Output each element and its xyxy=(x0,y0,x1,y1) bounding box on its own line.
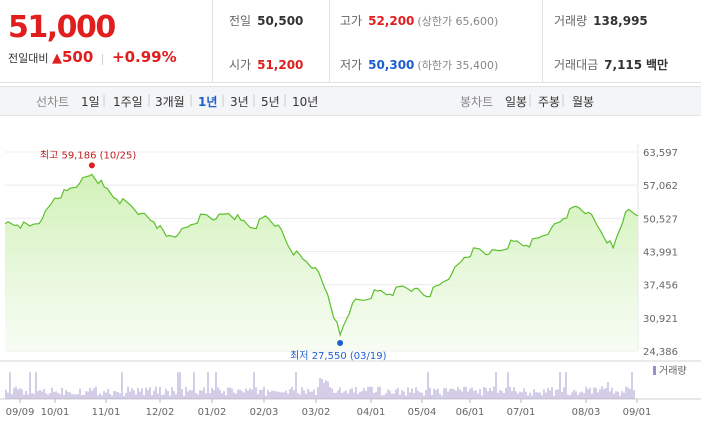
volume-legend: 거래량 xyxy=(659,365,687,377)
tab-divider: | xyxy=(102,93,107,107)
tab-1d[interactable]: 1일 xyxy=(81,95,100,109)
trade-amount-label: 거래대금 xyxy=(554,58,599,72)
prev-close: 전일 50,500 xyxy=(229,12,303,29)
tab-monthly-candle[interactable]: 월봉 xyxy=(572,95,595,109)
x-tick-label: 11/01 xyxy=(92,407,121,418)
open-value: 51,200 xyxy=(257,58,304,72)
low-annotation: 최저 27,550 (03/19) xyxy=(290,350,386,362)
tab-divider: | xyxy=(189,93,194,107)
tab-divider: | xyxy=(528,93,533,107)
open-label: 시가 xyxy=(229,58,252,72)
up-arrow-icon: ▲ xyxy=(51,51,62,66)
high-price: 고가 52,200 (상한가 65,600) xyxy=(340,12,498,29)
low-value: 50,300 xyxy=(368,58,415,72)
price-change: 전일대비 ▲500 | +0.99% xyxy=(8,48,177,66)
low-label: 저가 xyxy=(340,58,363,72)
lower-limit: (하한가 35,400) xyxy=(417,59,499,72)
low-price: 저가 50,300 (하한가 35,400) xyxy=(340,56,498,73)
high-annotation: 최고 59,186 (10/25) xyxy=(40,149,136,161)
stat-divider xyxy=(542,0,543,82)
x-tick-label: 04/01 xyxy=(357,407,386,418)
open-price: 시가 51,200 xyxy=(229,56,303,73)
price-line xyxy=(4,173,639,337)
candle-chart-label: 봉차트 xyxy=(460,95,494,109)
x-axis: 09/09 10/01 11/01 12/02 01/02 02/03 03/02 04/01… xyxy=(6,399,652,418)
y-tick-label: 37,456 xyxy=(643,281,678,292)
quote-header: 51,000 전일대비 ▲500 | +0.99% 전일 50,500 시가 51,… xyxy=(0,0,701,83)
change-percent: +0.99% xyxy=(112,48,177,66)
tab-divider: | xyxy=(147,93,152,107)
tab-divider: | xyxy=(283,93,288,107)
y-tick-label: 43,991 xyxy=(643,248,678,259)
low-marker-dot xyxy=(337,339,344,346)
tab-divider: | xyxy=(221,93,226,107)
x-tick-label: 01/02 xyxy=(198,407,227,418)
tab-divider: | xyxy=(252,93,257,107)
trade-amount-unit: 백만 xyxy=(645,58,669,72)
tab-1w[interactable]: 1주일 xyxy=(113,95,143,109)
x-tick-label: 03/02 xyxy=(302,407,331,418)
volume-value: 138,995 xyxy=(593,14,648,28)
x-tick-label: 07/01 xyxy=(507,407,536,418)
x-tick-label: 09/09 xyxy=(6,407,35,418)
y-tick-label: 63,597 xyxy=(643,148,678,159)
x-tick-label: 02/03 xyxy=(250,407,279,418)
volume: 거래량 138,995 xyxy=(554,12,648,29)
change-divider: | xyxy=(100,52,105,65)
tab-10y[interactable]: 10년 xyxy=(292,95,319,109)
x-tick-label: 06/01 xyxy=(456,407,485,418)
extreme-marks: 최고 59,186 (10/25) 최저 27,550 (03/19) xyxy=(40,149,387,362)
tab-3m[interactable]: 3개월 xyxy=(155,95,185,109)
y-tick-label: 30,921 xyxy=(643,314,678,325)
price-area-fill xyxy=(5,174,638,351)
tab-daily-candle[interactable]: 일봉 xyxy=(505,95,528,109)
prev-close-value: 50,500 xyxy=(257,14,304,28)
x-tick-label: 12/02 xyxy=(146,407,175,418)
y-tick-label: 57,062 xyxy=(643,181,678,192)
trade-amount-value: 7,115 xyxy=(604,58,643,72)
x-tick-label: 09/01 xyxy=(623,407,652,418)
y-tick-label: 50,527 xyxy=(643,214,678,225)
high-marker-dot xyxy=(88,162,95,169)
y-axis: 63,597 57,062 50,527 43,991 37,456 30,921 24,3… xyxy=(643,148,678,358)
y-tick-label: 24,386 xyxy=(643,347,678,358)
volume-chart: 거래량 xyxy=(0,360,701,400)
high-value: 52,200 xyxy=(368,14,415,28)
stat-divider xyxy=(329,0,330,82)
upper-limit: (상한가 65,600) xyxy=(417,15,499,28)
high-label: 고가 xyxy=(340,14,363,28)
volume-label: 거래량 xyxy=(554,14,588,28)
volume-legend-swatch xyxy=(653,366,656,375)
change-value: 500 xyxy=(61,48,94,66)
line-chart-label: 선차트 xyxy=(36,95,70,109)
x-tick-label: 10/01 xyxy=(41,407,70,418)
tab-divider: | xyxy=(561,93,566,107)
trade-amount: 거래대금 7,115 백만 xyxy=(554,56,668,73)
change-label: 전일대비 xyxy=(8,52,49,65)
current-price-box: 51,000 전일대비 ▲500 | +0.99% xyxy=(0,0,213,82)
x-tick-label: 05/04 xyxy=(408,407,437,418)
tab-3y[interactable]: 3년 xyxy=(230,95,249,109)
tab-1y[interactable]: 1년 xyxy=(198,95,218,109)
chart-tabs: 선차트 1일 | 1주일 | 3개월 | 1년 | 3년 | 5년 | 10년 … xyxy=(0,86,701,116)
tab-5y[interactable]: 5년 xyxy=(261,95,280,109)
x-tick-label: 08/03 xyxy=(572,407,601,418)
current-price: 51,000 xyxy=(8,10,116,45)
prev-close-label: 전일 xyxy=(229,14,252,28)
tab-weekly-candle[interactable]: 주봉 xyxy=(538,95,561,109)
